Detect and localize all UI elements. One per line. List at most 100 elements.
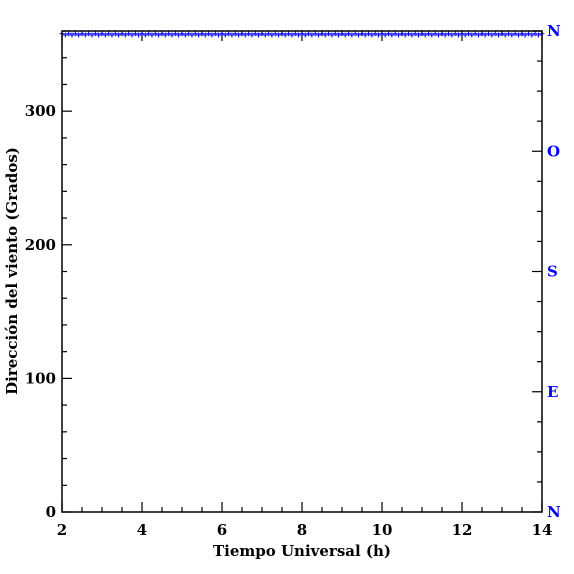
data-point xyxy=(182,32,188,38)
data-point xyxy=(149,32,155,38)
data-point xyxy=(459,31,465,37)
data-point xyxy=(429,32,435,38)
data-point xyxy=(242,32,248,38)
data-point xyxy=(196,32,202,38)
data-point xyxy=(389,32,395,38)
tick-labels: 2 4 6 8 10 12 14 0 100 200 300 N E S O N xyxy=(25,22,561,539)
data-point xyxy=(186,31,192,37)
plot-frame xyxy=(61,30,543,513)
data-point xyxy=(515,32,521,38)
compass-label-n: N xyxy=(547,503,561,521)
data-point xyxy=(286,31,292,37)
data-point xyxy=(492,31,498,37)
data-point xyxy=(349,32,355,38)
data-point xyxy=(356,32,362,38)
data-point xyxy=(179,31,185,37)
data-point xyxy=(159,31,165,37)
data-point xyxy=(332,31,338,37)
x-axis-title: Tiempo Universal (h) xyxy=(213,542,391,560)
data-point xyxy=(189,32,195,38)
data-point xyxy=(99,31,105,37)
data-point xyxy=(146,31,152,37)
data-point xyxy=(162,32,168,38)
data-point xyxy=(252,31,258,37)
x-tick-label: 10 xyxy=(372,521,393,539)
data-point xyxy=(392,31,398,37)
data-point xyxy=(216,32,222,38)
data-point xyxy=(342,32,348,38)
data-point xyxy=(322,32,328,38)
data-point xyxy=(446,31,452,37)
data-point xyxy=(312,31,318,37)
data-point xyxy=(86,31,92,37)
data-point xyxy=(282,32,288,38)
data-point xyxy=(296,32,302,38)
data-point xyxy=(142,32,148,38)
data-point xyxy=(246,31,252,37)
data-point xyxy=(239,31,245,37)
data-point xyxy=(192,31,198,37)
data-point xyxy=(382,32,388,38)
data-point xyxy=(89,32,95,38)
data-point xyxy=(372,31,378,37)
data-point xyxy=(66,31,72,37)
data-point xyxy=(219,31,225,37)
data-point xyxy=(136,32,142,38)
data-point xyxy=(329,32,335,38)
data-point xyxy=(476,32,481,38)
data-point xyxy=(112,31,118,37)
data-point xyxy=(259,31,265,37)
data-point xyxy=(249,32,255,38)
data-point xyxy=(352,31,358,37)
data-point xyxy=(139,31,145,37)
data-point xyxy=(519,31,525,37)
data-point xyxy=(79,31,85,37)
data-point xyxy=(466,31,472,37)
data-point xyxy=(96,32,102,38)
data-point xyxy=(369,32,375,38)
data-point xyxy=(482,32,488,38)
x-tick-label: 12 xyxy=(452,521,473,539)
data-point xyxy=(289,32,295,38)
data-point xyxy=(396,32,402,38)
data-point xyxy=(69,32,75,38)
x-tick-label: 14 xyxy=(532,521,553,539)
data-point xyxy=(362,32,368,38)
data-point xyxy=(502,32,508,38)
data-point xyxy=(116,32,122,38)
data-point xyxy=(76,32,82,38)
data-point xyxy=(402,32,408,38)
data-point xyxy=(302,32,308,38)
data-point xyxy=(129,32,135,38)
data-point xyxy=(525,31,531,37)
x-tick-label: 6 xyxy=(217,521,227,539)
data-point xyxy=(346,31,352,37)
data-point xyxy=(119,31,125,37)
data-point xyxy=(419,31,425,37)
data-point xyxy=(532,31,538,37)
data-point xyxy=(202,32,208,38)
data-point xyxy=(156,32,162,38)
data-point xyxy=(309,32,315,38)
data-point xyxy=(439,31,445,37)
data-point xyxy=(256,32,262,38)
x-tick-label: 4 xyxy=(137,521,147,539)
data-point xyxy=(62,32,68,38)
data-point xyxy=(109,32,115,38)
data-point xyxy=(269,32,275,38)
data-point xyxy=(456,32,462,38)
data-point xyxy=(489,32,495,38)
data-point xyxy=(72,31,78,37)
data-point xyxy=(495,32,501,38)
y-axis-title: Dirección del viento (Grados) xyxy=(3,147,21,395)
data-point xyxy=(436,32,442,38)
data-point xyxy=(106,31,112,37)
axis-ticks xyxy=(61,30,543,513)
y-tick-label: 0 xyxy=(46,503,56,521)
data-point xyxy=(306,31,312,37)
data-point xyxy=(122,32,128,38)
data-point xyxy=(422,32,428,38)
data-point xyxy=(92,31,98,37)
data-point xyxy=(452,31,458,37)
